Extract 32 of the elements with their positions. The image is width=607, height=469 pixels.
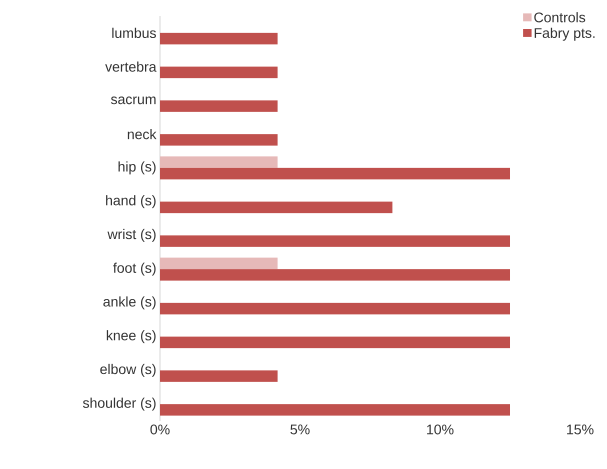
bar [160,336,510,348]
x-tick-label: 10% [427,424,454,434]
legend-label: Controls [534,12,586,22]
bar [160,100,278,112]
y-tick-label: wrist (s) [107,228,156,242]
x-tick-label: 5% [290,424,310,434]
bar [160,202,392,214]
bar [160,32,278,44]
y-tick-label: neck [128,128,156,140]
bar [160,235,510,247]
y-tick-label: elbow (s) [100,364,156,377]
y-tick-label: ankle (s) [103,296,156,310]
y-tick-label: hand (s) [106,195,156,208]
x-tick-label: 15% [567,424,594,434]
y-tick-label: foot (s) [113,262,156,276]
x-tick-label: 0% [150,424,170,434]
y-tick-label: sacrum [110,96,156,104]
legend-label: Fabry pts. [534,28,595,41]
y-tick-label: shoulder (s) [82,398,156,411]
bar [160,404,510,416]
bar [160,66,278,78]
bar [160,269,510,281]
bar [160,168,510,180]
bar [160,156,278,168]
y-tick-label: vertebra [105,61,156,72]
bar [160,134,278,146]
bar [160,258,278,270]
y-tick-label: lumbus [112,28,156,38]
bar [160,302,510,314]
y-tick-label: hip (s) [118,161,156,174]
y-tick-label: knee (s) [106,330,156,344]
bar [160,370,278,382]
